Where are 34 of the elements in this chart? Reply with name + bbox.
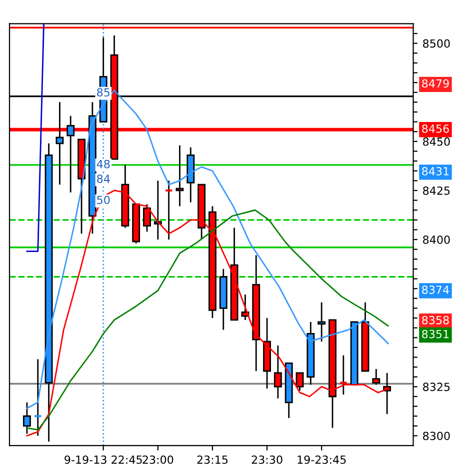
- candlestick: [176, 144, 184, 207]
- candlestick: [296, 372, 304, 392]
- candlestick: [56, 101, 64, 186]
- annotation: 84: [97, 174, 110, 184]
- text: 8374: [422, 286, 449, 294]
- y-tick-label: 8325: [423, 382, 450, 392]
- x-tick-label: 9-19-13 22:45: [64, 455, 142, 464]
- candlestick: [22, 402, 31, 434]
- x-tick-label: 23:30: [252, 455, 282, 464]
- line-series: [26, 90, 389, 409]
- text: 8358: [422, 316, 449, 324]
- candlestick: [318, 302, 326, 342]
- candlestick: [339, 354, 348, 396]
- candlestick: [66, 115, 75, 194]
- y-tick-label: 8500: [423, 39, 450, 48]
- annotation: 48: [96, 160, 110, 168]
- x-tick-label: 23:15: [197, 455, 228, 464]
- annotation: 85: [97, 88, 110, 97]
- candlestick: [241, 294, 250, 321]
- candlestick: [274, 344, 282, 400]
- y-tick-label: 8450: [423, 137, 450, 146]
- candlestick: [143, 204, 151, 232]
- x-tick-label: 23:00: [142, 455, 174, 464]
- text: 8351: [422, 330, 449, 338]
- candlestick: [34, 358, 42, 436]
- x-tick-label: 19-23:45: [298, 455, 346, 464]
- y-tick-label: 8400: [423, 236, 450, 244]
- text: 8431: [422, 167, 449, 176]
- y-tick-label: 8300: [423, 432, 450, 440]
- annotation: 50: [97, 196, 110, 204]
- candlestick: [372, 368, 380, 386]
- ref-line-label: 8456: [422, 124, 449, 133]
- y-tick-label: 8425: [423, 186, 450, 195]
- text: 8479: [422, 79, 449, 88]
